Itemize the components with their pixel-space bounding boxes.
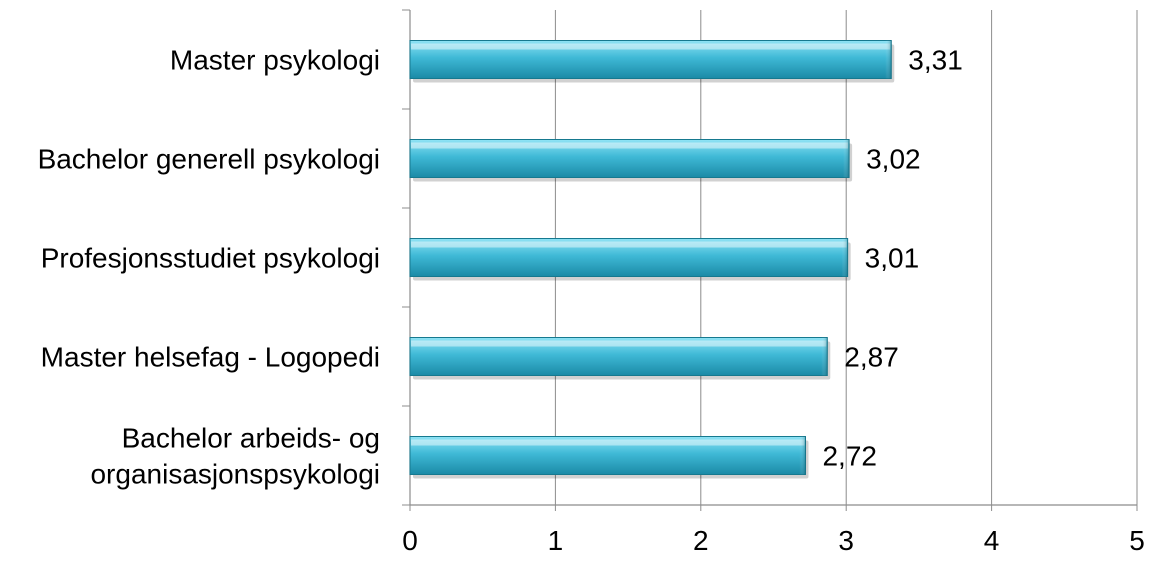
category-label: Master psykologi — [170, 45, 380, 76]
data-label: 3,01 — [865, 243, 920, 274]
labels: 0 1 2 3 4 5 3,31 Master psykologi 3,02 Bachelor g… — [38, 45, 1145, 557]
bar-end-cap — [821, 337, 828, 376]
x-tick-label: 0 — [402, 525, 418, 556]
category-label: organisasjonspsykologi — [90, 459, 380, 490]
data-label: 2,72 — [822, 441, 877, 472]
x-tick-label: 1 — [548, 525, 564, 556]
bar — [409, 40, 892, 79]
bar-highlight — [411, 43, 891, 50]
bar — [409, 436, 806, 475]
bar-end-cap — [841, 238, 848, 277]
bar — [409, 337, 828, 376]
bar-end-cap — [799, 436, 806, 475]
bar-end-cap — [885, 40, 892, 79]
x-tick-label: 3 — [838, 525, 854, 556]
bar-highlight — [411, 241, 847, 248]
bar-highlight — [411, 142, 849, 149]
bar-end-cap — [843, 139, 850, 178]
category-label: Bachelor arbeids- og — [122, 423, 380, 454]
x-tick-label: 4 — [984, 525, 1000, 556]
data-label: 3,31 — [908, 45, 963, 76]
category-label: Profesjonsstudiet psykologi — [41, 243, 380, 274]
bar — [409, 238, 849, 277]
x-tick-label: 5 — [1129, 525, 1145, 556]
bars — [409, 40, 895, 479]
x-tick-label: 2 — [693, 525, 709, 556]
bar-highlight — [411, 340, 827, 347]
data-label: 3,02 — [866, 144, 921, 175]
category-label: Master helsefag - Logopedi — [41, 342, 380, 373]
category-label: Bachelor generell psykologi — [38, 144, 380, 175]
data-label: 2,87 — [844, 342, 899, 373]
bar — [409, 139, 850, 178]
bar-highlight — [411, 439, 805, 446]
